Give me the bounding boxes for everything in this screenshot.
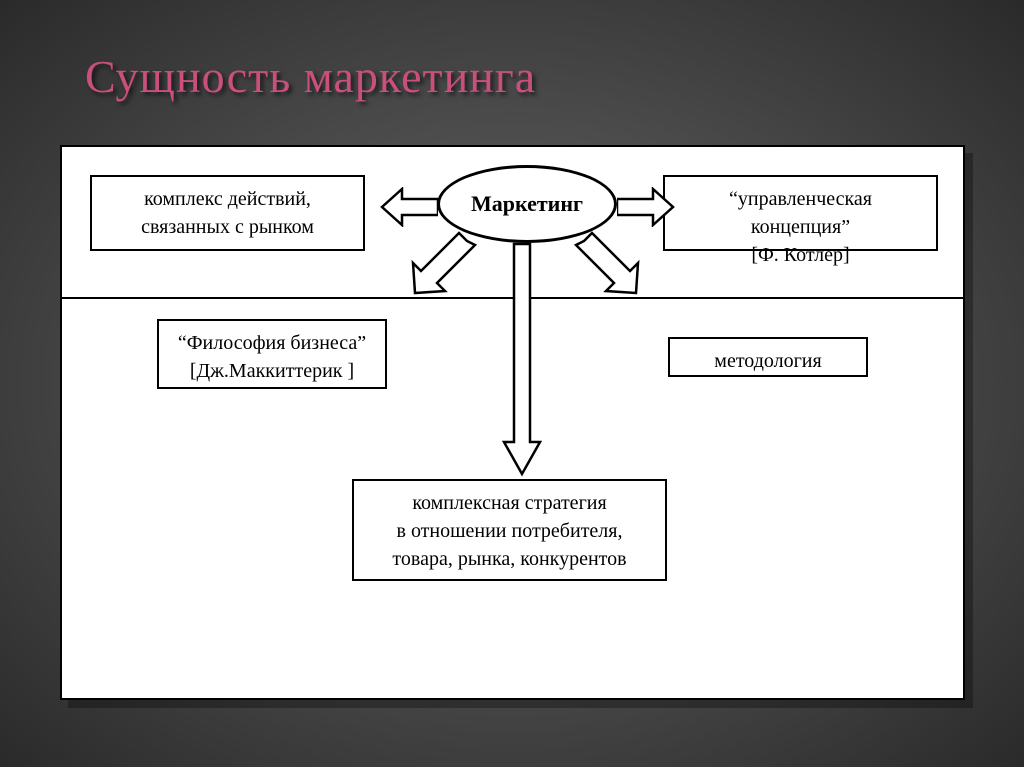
- node-tl-line2: связанных с рынком: [106, 213, 349, 241]
- central-node-label: Маркетинг: [471, 191, 583, 217]
- diagram-container: Маркетинг комплекс действий, связанных с…: [60, 145, 965, 700]
- node-mr-line1: методология: [684, 347, 852, 375]
- page-title: Сущность маркетинга: [85, 50, 536, 103]
- node-b-line1: комплексная стратегия: [368, 489, 651, 517]
- node-mid-right: методология: [668, 337, 868, 377]
- node-tl-line1: комплекс действий,: [106, 185, 349, 213]
- node-ml-line2: [Дж.Маккиттерик ]: [173, 357, 371, 385]
- node-mid-left: “Философия бизнеса” [Дж.Маккиттерик ]: [157, 319, 387, 389]
- node-top-left: комплекс действий, связанных с рынком: [90, 175, 365, 251]
- arrow-down-left-icon: [407, 229, 479, 301]
- node-tr-line1: “управленческая концепция”: [679, 185, 922, 241]
- node-b-line2: в отношении потребителя,: [368, 517, 651, 545]
- node-b-line3: товара, рынка, конкурентов: [368, 545, 651, 573]
- node-bottom: комплексная стратегия в отношении потреб…: [352, 479, 667, 581]
- arrow-right-icon: [617, 187, 675, 227]
- node-top-right: “управленческая концепция” [Ф. Котлер]: [663, 175, 938, 251]
- arrow-down-right-icon: [572, 229, 644, 301]
- arrow-down-icon: [502, 242, 542, 477]
- arrow-left-icon: [380, 187, 438, 227]
- node-ml-line1: “Философия бизнеса”: [173, 329, 371, 357]
- node-tr-line2: [Ф. Котлер]: [679, 241, 922, 269]
